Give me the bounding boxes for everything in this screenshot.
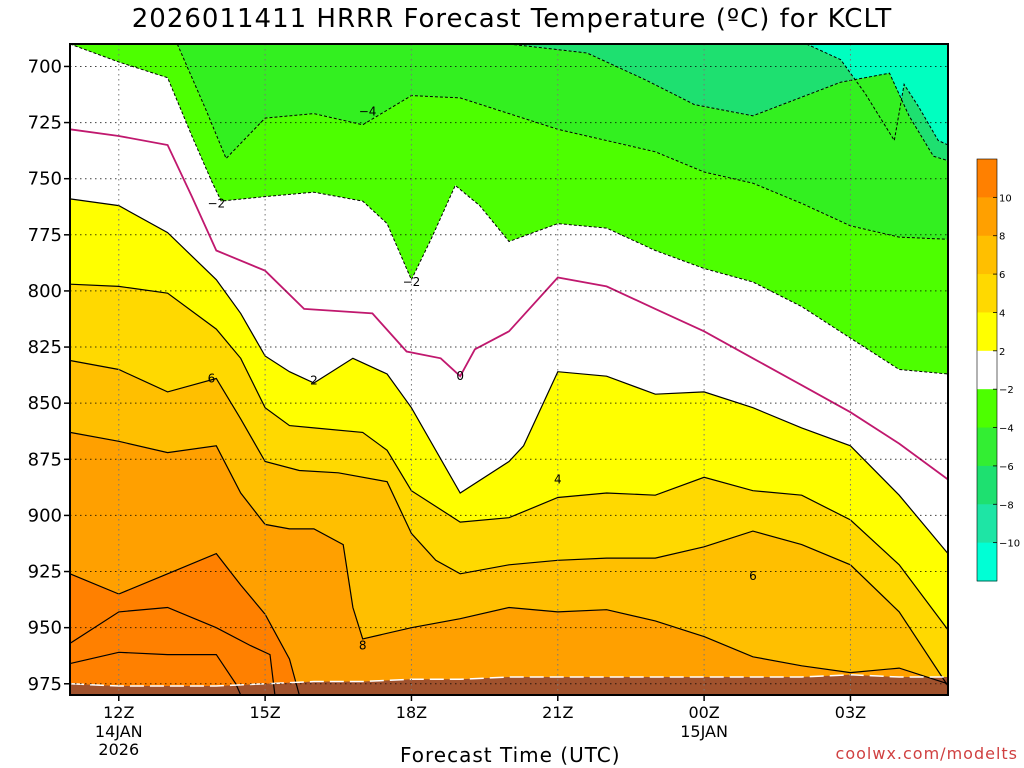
ground-edge — [69, 674, 948, 687]
contour-zero — [69, 128, 949, 481]
y-tick-label: 875 — [28, 449, 62, 470]
colorbar-label: −6 — [999, 462, 1014, 473]
contour-label: 8 — [359, 639, 367, 653]
contour-6 — [69, 359, 949, 687]
ground-fill — [70, 674, 948, 695]
x-tick-label: 18Z — [396, 703, 427, 722]
x-tick-label: 00Z — [688, 703, 719, 722]
colorbar-label: −10 — [999, 539, 1020, 550]
x-tick-label: 03Z — [835, 703, 866, 722]
plot-frame — [69, 43, 949, 696]
grid-lines — [70, 44, 948, 695]
x-tick-label: 12Z — [103, 703, 134, 722]
fill-below-minus8 — [70, 44, 948, 145]
contour-label: 2 — [310, 374, 318, 388]
y-tick-label: 850 — [28, 393, 62, 414]
credit-link[interactable]: coolwx.com/modelts — [835, 744, 1018, 763]
fill-minus4-minus2 — [70, 44, 948, 374]
fill-6-8 — [70, 360, 948, 686]
colorbar-label: 6 — [999, 270, 1005, 281]
y-tick-label: 975 — [28, 674, 62, 695]
colorbar-label: −2 — [999, 385, 1014, 396]
contour-label: 6 — [208, 371, 216, 385]
colorbar-swatch — [977, 312, 997, 352]
y-tick-label: 800 — [28, 281, 62, 302]
colorbar-swatch — [977, 197, 997, 237]
y-tick-label: 725 — [28, 113, 62, 134]
colorbar-label: 2 — [999, 347, 1005, 358]
fill-8-10 — [70, 432, 948, 695]
fill-minus8-minus6 — [509, 44, 948, 161]
x-axis-label: Forecast Time (UTC) — [400, 743, 621, 767]
colorbar-label: 8 — [999, 232, 1005, 243]
colorbar-label: −8 — [999, 500, 1014, 511]
colorbar: 10 8 6 4 2 −2 −4 −6 −8 −10 — [976, 158, 1020, 582]
y-tick-label: 900 — [28, 505, 62, 526]
colorbar-swatch — [977, 350, 997, 390]
contour-minus8 — [806, 43, 949, 146]
colorbar-swatch — [977, 542, 997, 582]
y-tick-label: 700 — [28, 56, 62, 77]
contour-label: −2 — [403, 275, 421, 289]
fill-4-6 — [70, 284, 948, 686]
fill-topleft-patch — [70, 44, 178, 78]
x-tick-year: 2026 — [98, 740, 139, 759]
contour-2 — [69, 198, 949, 554]
contour-label: 4 — [554, 472, 562, 486]
contour-4 — [69, 283, 949, 631]
colorbar-swatch — [977, 274, 997, 313]
colorbar-label: 4 — [999, 308, 1005, 319]
contour-label: 0 — [456, 369, 464, 383]
colorbar-swatch — [977, 427, 997, 467]
colorbar-swatch — [977, 159, 997, 198]
y-tick-label: 750 — [28, 169, 62, 190]
colorbar-swatch — [977, 504, 997, 544]
contour-minus2 — [69, 43, 949, 375]
colorbar-swatch — [977, 389, 997, 429]
y-tick-label: 950 — [28, 618, 62, 639]
axes: 70072575077580082585087590092595097512Z1… — [28, 43, 949, 759]
contour-minus4 — [176, 43, 949, 240]
colorbar-swatch — [977, 465, 997, 505]
contour-label: −2 — [207, 196, 225, 210]
contour-labels: −4 −2 −2 0 2 6 4 6 8 — [207, 104, 757, 653]
y-tick-label: 775 — [28, 225, 62, 246]
colorbar-swatch — [977, 235, 997, 275]
contour-10-outer — [69, 552, 300, 696]
chart-title: 2026011411 HRRR Forecast Temperature (ºC… — [131, 4, 893, 34]
x-tick-date: 15JAN — [680, 722, 728, 741]
fill-minus2-2 — [70, 44, 948, 554]
colorbar-label: 10 — [999, 193, 1012, 204]
x-tick-label: 15Z — [249, 703, 280, 722]
contour-label: −4 — [359, 104, 377, 118]
temperature-fills — [70, 44, 949, 695]
y-tick-label: 825 — [28, 337, 62, 358]
fill-above-10 — [70, 553, 300, 695]
colorbar-label: −4 — [999, 424, 1014, 435]
x-tick-date: 14JAN — [95, 722, 143, 741]
x-tick-label: 21Z — [542, 703, 573, 722]
fill-2-4 — [70, 198, 948, 630]
contour-label: 6 — [749, 569, 757, 583]
contour-minus6 — [508, 43, 949, 162]
y-tick-label: 925 — [28, 562, 62, 583]
fill-minus6-minus4 — [177, 44, 949, 240]
colorbar-frame — [976, 158, 998, 582]
